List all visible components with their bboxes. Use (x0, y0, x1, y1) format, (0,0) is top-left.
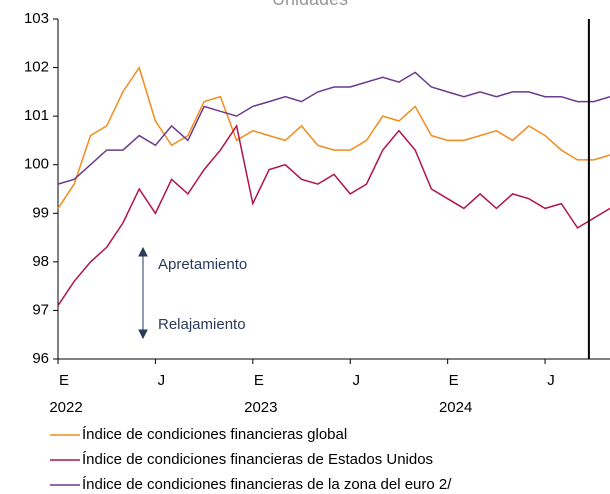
series-line (57, 123, 610, 307)
y-tick-label: 101 (24, 107, 49, 124)
y-tick-label: 98 (32, 253, 49, 270)
annotation: Relajamiento (158, 316, 246, 333)
legend-label: Índice de condiciones financieras global (82, 426, 347, 443)
x-year-label: 2023 (244, 399, 277, 416)
x-tick-label: J (352, 372, 360, 389)
y-tick-label: 97 (32, 301, 49, 318)
series-line (57, 71, 610, 185)
x-year-label: 2022 (49, 399, 82, 416)
x-tick-label: J (158, 372, 166, 389)
x-tick-label: E (59, 372, 69, 389)
y-tick-label: 100 (24, 156, 49, 173)
series-line (57, 65, 610, 209)
x-tick-label: J (547, 372, 555, 389)
legend-label: Índice de condiciones financieras de Est… (82, 451, 433, 468)
x-tick-label: E (254, 372, 264, 389)
y-tick-label: 102 (24, 59, 49, 76)
y-tick-label: 103 (24, 10, 49, 27)
annotation: Apretamiento (158, 256, 247, 273)
chart-title: Unidades (272, 0, 348, 9)
arrow (138, 246, 148, 340)
y-tick-label: 99 (32, 204, 49, 221)
x-tick-label: E (449, 372, 459, 389)
legend-label: Índice de condiciones financieras de la … (82, 476, 452, 493)
y-tick-label: 96 (32, 350, 49, 367)
x-year-label: 2024 (439, 399, 472, 416)
